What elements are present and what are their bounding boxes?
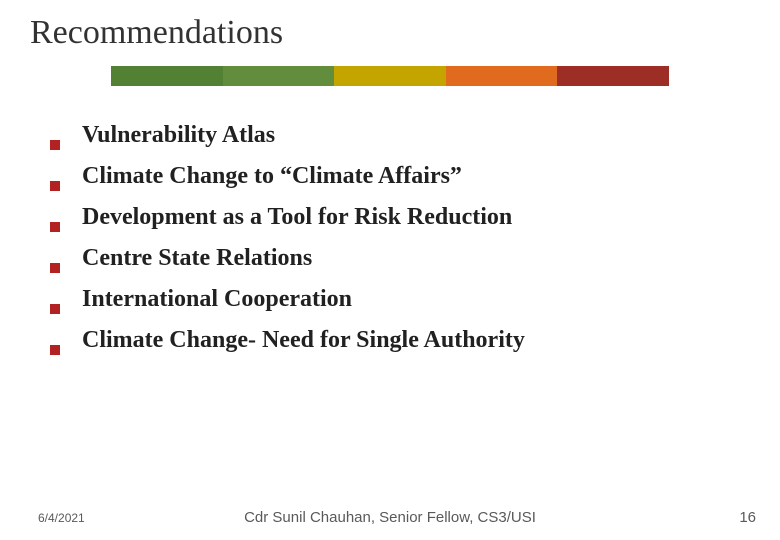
list-item: International Cooperation bbox=[50, 286, 780, 313]
bullet-text: Vulnerability Atlas bbox=[82, 122, 275, 149]
bullet-icon bbox=[50, 181, 60, 191]
color-seg-1 bbox=[111, 66, 222, 86]
content-area: Vulnerability Atlas Climate Change to “C… bbox=[0, 86, 780, 354]
bullet-icon bbox=[50, 263, 60, 273]
bullet-text: International Cooperation bbox=[82, 286, 352, 313]
footer-page-number: 16 bbox=[739, 509, 756, 526]
bullet-text: Climate Change- Need for Single Authorit… bbox=[82, 327, 525, 354]
bullet-icon bbox=[50, 222, 60, 232]
list-item: Vulnerability Atlas bbox=[50, 122, 780, 149]
color-seg-5 bbox=[557, 66, 668, 86]
bullet-text: Development as a Tool for Risk Reduction bbox=[82, 204, 512, 231]
color-seg-2 bbox=[223, 66, 334, 86]
bullet-text: Centre State Relations bbox=[82, 245, 312, 272]
footer-author: Cdr Sunil Chauhan, Senior Fellow, CS3/US… bbox=[0, 509, 780, 526]
list-item: Climate Change to “Climate Affairs” bbox=[50, 163, 780, 190]
footer: 6/4/2021 Cdr Sunil Chauhan, Senior Fello… bbox=[0, 509, 780, 526]
list-item: Centre State Relations bbox=[50, 245, 780, 272]
color-bar bbox=[0, 66, 780, 86]
color-seg-3 bbox=[334, 66, 445, 86]
color-seg-0 bbox=[0, 66, 111, 86]
slide-title: Recommendations bbox=[30, 14, 780, 52]
color-seg-6 bbox=[669, 66, 780, 86]
bullet-text: Climate Change to “Climate Affairs” bbox=[82, 163, 462, 190]
bullet-icon bbox=[50, 345, 60, 355]
bullet-icon bbox=[50, 140, 60, 150]
bullet-icon bbox=[50, 304, 60, 314]
list-item: Climate Change- Need for Single Authorit… bbox=[50, 327, 780, 354]
footer-date: 6/4/2021 bbox=[38, 511, 85, 525]
color-seg-4 bbox=[446, 66, 557, 86]
list-item: Development as a Tool for Risk Reduction bbox=[50, 204, 780, 231]
